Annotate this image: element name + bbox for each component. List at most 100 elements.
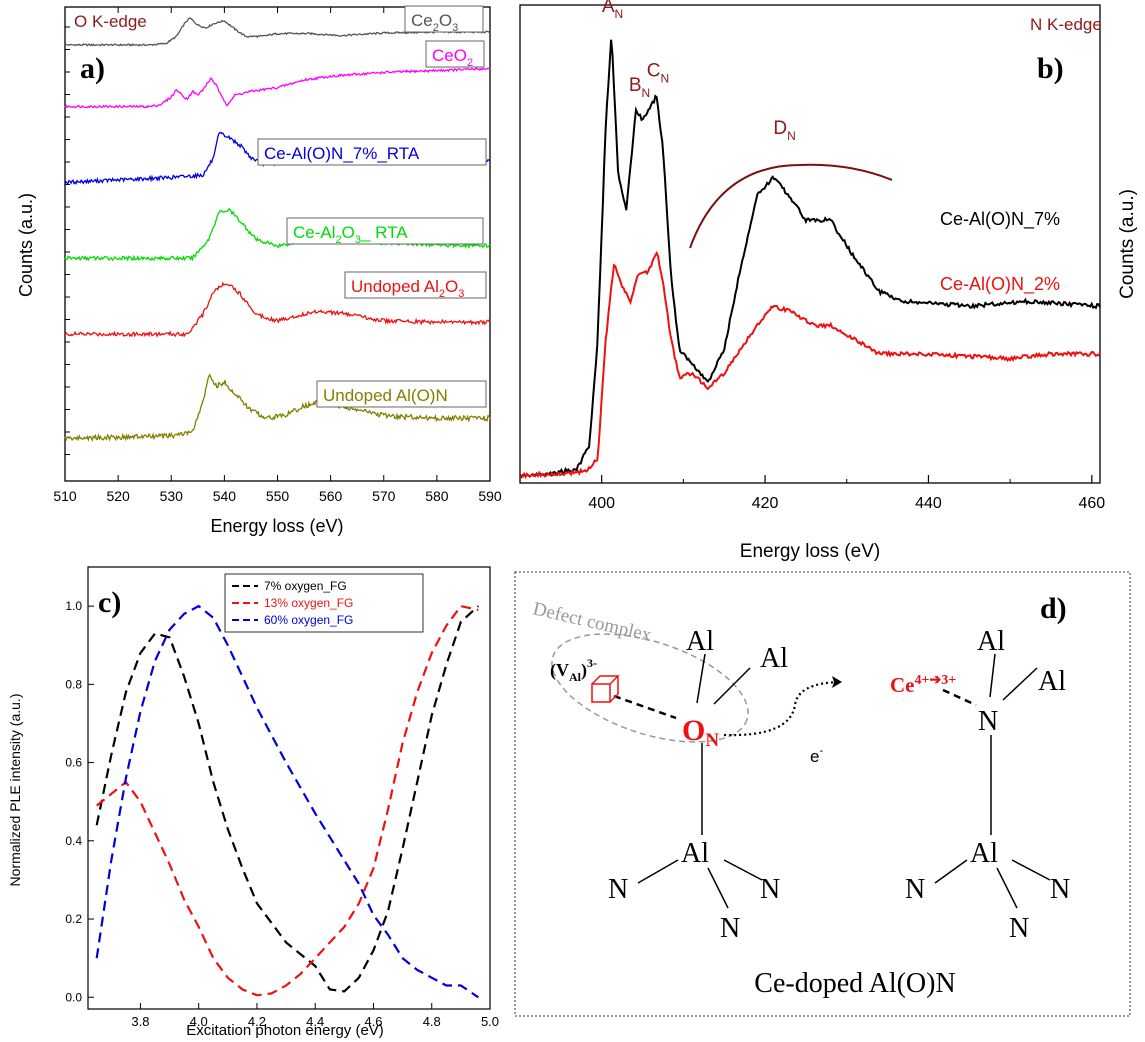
panel-c-ytick-label: 0.6 — [65, 756, 82, 770]
panel-d-caption: Ce-doped Al(O)N — [754, 968, 955, 999]
atom-al-left-center: Al — [681, 838, 709, 869]
defect-complex-label: Defect complex — [531, 598, 654, 646]
panel-b-xlabel: Energy loss (eV) — [740, 541, 880, 562]
panel-a-edge-label: O K-edge — [74, 12, 147, 31]
panel-c-ticks: 3.8 4.0 4.2 4.4 4.6 4.8 5.0 0.0 0.2 0.4 0.6 0.8 1.0 — [65, 599, 499, 1029]
panel-c-label: c) — [98, 586, 121, 619]
panel-c-xtick-label: 4.4 — [306, 1014, 324, 1029]
atom-n-left-2: N — [760, 874, 780, 905]
atom-n-left-3: N — [720, 913, 740, 944]
panel-a-xtick-label: 560 — [319, 488, 343, 504]
panel-a-series-label: CeO2 — [425, 40, 485, 69]
bond-ce-n — [942, 688, 977, 707]
panel-a-xtick-label: 570 — [372, 488, 396, 504]
panel-c-ytick-label: 0.4 — [65, 834, 82, 848]
bond-al-n-right — [723, 859, 763, 881]
legend-label: 7% oxygen_FG — [264, 579, 347, 593]
svg-text:Ce-Al(O)N_7%_RTA: Ce-Al(O)N_7%_RTA — [264, 144, 420, 163]
panel-c-ytick-label: 0.0 — [65, 990, 82, 1004]
panel-a-xtick-label: 550 — [266, 488, 290, 504]
electron-transfer-arrowhead — [832, 676, 842, 688]
panel-a-series-line — [64, 373, 491, 442]
panel-b-label: b) — [1037, 52, 1064, 85]
panel-a-series-label: Ce2O3 — [404, 5, 484, 34]
panel-b-peak-label: CN — [647, 61, 669, 86]
panel-b-series-line — [519, 250, 1101, 480]
atom-al-left-top: Al — [686, 626, 714, 657]
panel-a-series-label: Ce-Al2O3_ RTA — [286, 217, 484, 246]
atom-n-right-2: N — [1050, 874, 1070, 905]
svg-text:Undoped Al(O)N: Undoped Al(O)N — [323, 386, 448, 405]
panel-a-series-line — [64, 67, 491, 109]
panel-d-label: d) — [1040, 592, 1067, 625]
panel-d-frame — [514, 571, 1131, 1017]
legend-label: 60% oxygen_FG — [264, 613, 353, 627]
panel-a-series-labels: Ce2O3 CeO2 Ce-Al(O)N_7%_RTA Ce-Al2O3_ RTA Un… — [257, 5, 487, 408]
atom-al-left-right: Al — [760, 643, 788, 674]
bond-o-al-right — [713, 667, 751, 705]
panel-c-xtick-label: 4.8 — [423, 1014, 441, 1029]
bond-n-al-top — [989, 653, 996, 698]
bond-al-n-right-bottom — [996, 867, 1018, 909]
bond-n-al-right — [1002, 667, 1038, 701]
panel-a-series-line — [64, 281, 490, 338]
panel-a-xtick-label: 510 — [53, 488, 77, 504]
panel-c-xtick-label: 4.2 — [248, 1014, 266, 1029]
panel-c-xlabel: Excitation photon energy (eV) — [186, 1022, 384, 1039]
atom-al-right-center: Al — [970, 838, 998, 869]
panel-c: 3.8 4.0 4.2 4.4 4.6 4.8 5.00.00.20.40.60.81.0 … — [7, 566, 499, 1039]
panel-c-ytick-label: 0.8 — [65, 677, 82, 691]
bond-al-n-right-left — [934, 859, 968, 884]
panel-b-series-label-0: Ce-Al(O)N_7% — [940, 209, 1060, 230]
panel-b-peak-label: AN — [602, 0, 623, 21]
atom-n-right-center: N — [978, 706, 998, 737]
svg-text:Undoped Al2O3: Undoped Al2O3 — [351, 277, 464, 300]
panel-a-label: a) — [80, 52, 105, 85]
panel-b-curves — [519, 39, 1101, 480]
vacancy-cube-icon — [591, 675, 620, 703]
panel-b-xtick-label: 440 — [915, 495, 942, 512]
panel-a-xtick-label: 540 — [213, 488, 237, 504]
panel-c-curves — [95, 604, 480, 999]
bond-o-al-top — [696, 653, 706, 704]
svg-text:Ce-Al2O3_ RTA: Ce-Al2O3_ RTA — [293, 223, 408, 246]
svg-text:CeO2: CeO2 — [432, 46, 473, 69]
panel-d: d) Defect complex (VAl)3- Al Al ON Al N … — [514, 571, 1131, 1017]
panel-b-series-label-1: Ce-Al(O)N_2% — [940, 274, 1060, 295]
panel-c-xtick-label: 4.0 — [190, 1014, 208, 1029]
atom-n-right-3: N — [1009, 913, 1029, 944]
panel-b-ylabel: Counts (a.u.) — [1117, 189, 1138, 299]
bond-al-n-right-right — [1011, 859, 1051, 881]
atom-n-right-1: N — [905, 874, 925, 905]
legend: 7% oxygen_FG 13% oxygen_FG 60% oxygen_FG — [224, 573, 424, 633]
panel-a-ylabel: Counts (a.u.) — [16, 193, 36, 297]
panel-c-xtick-label: 5.0 — [481, 1014, 499, 1029]
panel-b-xtick-label: 420 — [752, 495, 779, 512]
panel-a-xtick-label: 590 — [478, 488, 502, 504]
panel-c-ytick-label: 1.0 — [65, 599, 82, 613]
bond-al-n-left — [637, 859, 679, 884]
panel-b-edge-label: N K-edge — [1030, 15, 1102, 34]
defect-complex-ellipse — [551, 633, 749, 743]
panel-a-xlabel: Energy loss (eV) — [210, 516, 343, 536]
panel-a-series-label: Undoped Al(O)N — [316, 380, 487, 408]
electron-label: e- — [810, 745, 823, 766]
panel-b-xtick-label: 460 — [1078, 495, 1105, 512]
panel-c-ylabel: Normalized PLE intensity (a.u.) — [7, 694, 23, 887]
legend-label: 13% oxygen_FG — [264, 596, 353, 610]
svg-text:Ce2O3: Ce2O3 — [411, 11, 458, 34]
ce-label: Ce4+➔3+ — [890, 673, 956, 697]
panel-c-series-line — [96, 604, 479, 997]
vacancy-label: (VAl)3- — [550, 656, 597, 684]
panel-a-xtick-label: 520 — [106, 488, 130, 504]
bond-vacancy-o — [613, 694, 677, 720]
o-site-label: ON — [682, 714, 719, 751]
panel-a-xtick-label: 530 — [160, 488, 184, 504]
panel-b-peak-label: DN — [773, 118, 795, 143]
panel-c-series-line — [95, 605, 480, 993]
panel-a-series-label: Undoped Al2O3 — [344, 271, 487, 300]
panel-c-xtick-label: 4.6 — [364, 1014, 382, 1029]
panel-a-xtick-label: 580 — [425, 488, 449, 504]
panel-c-xtick-label: 3.8 — [131, 1014, 149, 1029]
